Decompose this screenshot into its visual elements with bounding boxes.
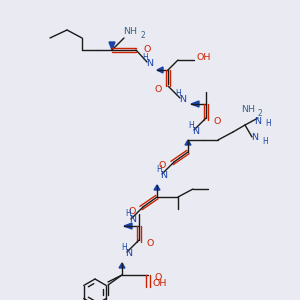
Polygon shape xyxy=(109,42,115,50)
Text: O: O xyxy=(213,116,221,125)
Polygon shape xyxy=(157,67,163,73)
Text: H: H xyxy=(121,242,127,251)
Polygon shape xyxy=(191,101,199,107)
Text: H: H xyxy=(125,209,131,218)
Text: H: H xyxy=(188,121,194,130)
Text: H: H xyxy=(142,52,148,62)
Text: O: O xyxy=(143,46,151,55)
Text: N: N xyxy=(254,116,262,125)
Text: N: N xyxy=(130,215,136,224)
Text: OH: OH xyxy=(197,52,211,62)
Text: NH: NH xyxy=(241,106,255,115)
Text: H: H xyxy=(175,88,181,98)
Text: 2: 2 xyxy=(141,31,146,40)
Text: N: N xyxy=(179,94,187,103)
Text: H: H xyxy=(262,136,268,146)
Text: H: H xyxy=(265,119,271,128)
Polygon shape xyxy=(119,263,125,268)
Text: H: H xyxy=(156,164,162,173)
Text: N: N xyxy=(146,58,154,68)
Polygon shape xyxy=(124,223,132,229)
Polygon shape xyxy=(154,185,160,190)
Text: N: N xyxy=(193,127,200,136)
Text: 2: 2 xyxy=(258,109,262,118)
Text: N: N xyxy=(251,134,259,142)
Text: N: N xyxy=(125,248,133,257)
Text: O: O xyxy=(154,274,162,283)
Text: N: N xyxy=(160,170,167,179)
Text: NH: NH xyxy=(123,28,137,37)
Text: OH: OH xyxy=(153,280,167,289)
Polygon shape xyxy=(185,140,191,145)
Text: O: O xyxy=(128,206,136,215)
Text: O: O xyxy=(146,238,154,247)
Text: O: O xyxy=(158,161,166,170)
Text: O: O xyxy=(154,85,162,94)
